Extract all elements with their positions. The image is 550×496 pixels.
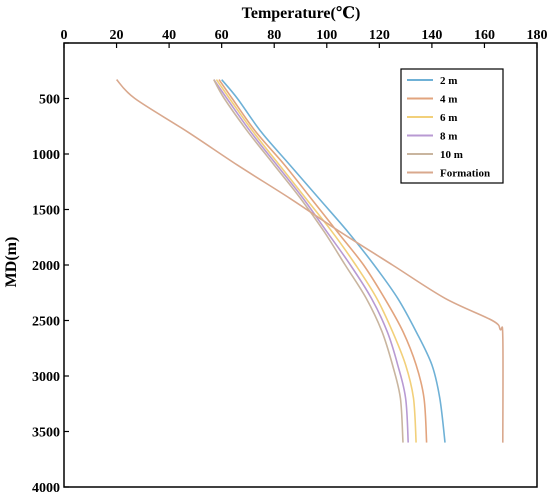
x-tick-label: 100	[316, 28, 337, 43]
legend-label: Formation	[440, 168, 490, 180]
legend-label: 2 m	[440, 75, 457, 87]
x-axis-title: Temperature(℃)	[242, 5, 361, 22]
series-line	[213, 79, 409, 443]
legend-label: 4 m	[440, 94, 457, 106]
series-line	[215, 79, 417, 443]
x-tick-label: 0	[61, 28, 68, 43]
x-tick-label: 180	[527, 28, 548, 43]
legend-box	[400, 68, 504, 184]
x-tick-label: 40	[162, 28, 176, 43]
plot-frame	[63, 42, 538, 488]
y-axis-title: MD(m)	[3, 237, 20, 288]
y-tick-label: 500	[39, 93, 60, 108]
legend-label: 8 m	[440, 131, 457, 143]
axis-ticks: 0 20 40 60 80 100 120 140 160 180 500 1000 1500 2000 2…	[32, 28, 548, 496]
y-tick-label: 2000	[32, 259, 60, 274]
x-tick-label: 120	[369, 28, 390, 43]
series-line	[115, 79, 504, 443]
legend-label: 6 m	[440, 112, 457, 124]
series-lines	[115, 79, 504, 443]
series-line	[218, 79, 428, 443]
y-tick-label: 2500	[32, 315, 60, 330]
y-tick-label: 3500	[32, 426, 60, 441]
series-line	[221, 79, 446, 443]
x-tick-label: 160	[474, 28, 495, 43]
y-tick-label: 1000	[32, 148, 60, 163]
y-tick-label: 3000	[32, 370, 60, 385]
x-tick-label: 60	[215, 28, 229, 43]
legend: 2 m 4 m 6 m 8 m 10 m Formation	[400, 68, 504, 184]
y-tick-label: 1500	[32, 204, 60, 219]
x-tick-label: 140	[421, 28, 442, 43]
x-tick-label: 80	[267, 28, 281, 43]
series-line	[213, 79, 404, 443]
legend-label: 10 m	[440, 149, 463, 161]
x-tick-label: 20	[110, 28, 124, 43]
y-tick-label: 4000	[32, 481, 60, 496]
